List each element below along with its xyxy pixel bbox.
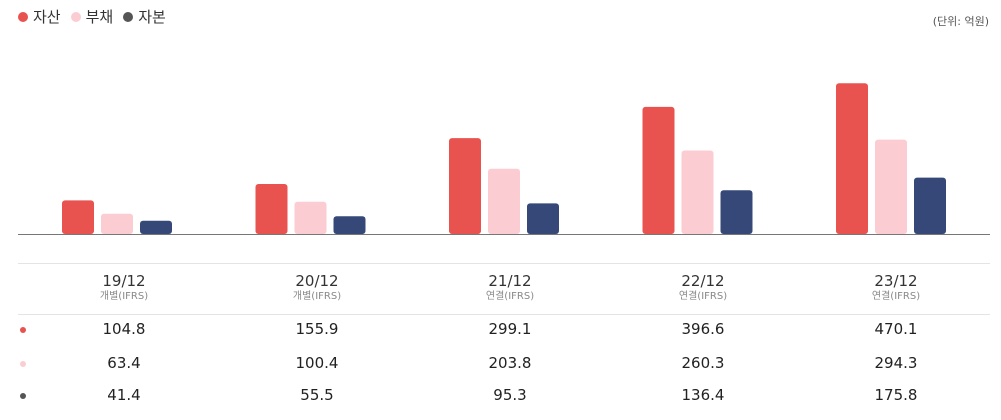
table-cell-equity: 41.4 (107, 386, 141, 404)
table-cell-assets: 155.9 (295, 320, 339, 338)
basis-label: 연결(IFRS) (485, 291, 535, 302)
table-cell-liabilities: 260.3 (681, 354, 725, 372)
period-label: 23/12 (874, 272, 918, 290)
bar-20-12-자본 (333, 216, 366, 234)
period-label: 21/12 (488, 272, 532, 290)
legend-item-equity: 자본 (123, 6, 166, 27)
period-header: 22/12 연결(IFRS) (623, 272, 783, 304)
table-cell-liabilities: 203.8 (488, 354, 532, 372)
basis-label: 개별(IFRS) (99, 291, 149, 302)
legend-label-equity: 자본 (138, 8, 166, 26)
legend-label-assets: 자산 (33, 8, 61, 26)
legend-dot-equity-icon (123, 11, 134, 22)
bar-23-12-자본 (914, 177, 946, 234)
bar-23-12-부채 (875, 139, 907, 234)
table-cell-assets: 470.1 (874, 320, 918, 338)
row-dot-equity-icon (20, 393, 26, 399)
bar-19-12-자본 (140, 220, 172, 234)
table-separator (18, 314, 990, 315)
period-header: 20/12 개별(IFRS) (237, 272, 397, 304)
bar-21-12-부채 (488, 168, 520, 234)
basis-label: 연결(IFRS) (678, 291, 728, 302)
table-cell-assets: 299.1 (488, 320, 532, 338)
table-cell-liabilities: 100.4 (295, 354, 339, 372)
legend-label-liabilities: 부채 (85, 8, 114, 26)
unit-label: (단위: 억원) (932, 15, 989, 28)
legend-dot-liabilities-icon (70, 11, 81, 22)
legend-item-assets: 자산 (18, 6, 61, 27)
bar-22-12-자본 (720, 190, 753, 234)
bar-19-12-자산 (62, 200, 94, 234)
table-cell-assets: 396.6 (681, 320, 725, 338)
period-label: 19/12 (102, 272, 146, 290)
bar-20-12-부채 (294, 201, 327, 234)
row-dot-assets-icon (20, 327, 26, 333)
period-header: 21/12 연결(IFRS) (430, 272, 590, 304)
bar-19-12-부채 (101, 213, 133, 234)
legend-item-liabilities: 부채 (70, 6, 114, 27)
bar-22-12-자산 (642, 106, 675, 234)
bar-21-12-자본 (527, 203, 559, 234)
period-label: 22/12 (681, 272, 725, 290)
period-label: 20/12 (295, 272, 339, 290)
table-cell-equity: 95.3 (493, 386, 527, 404)
bar-21-12-자산 (449, 138, 481, 234)
table-cell-liabilities: 63.4 (107, 354, 141, 372)
basis-label: 개별(IFRS) (292, 291, 342, 302)
table-separator (18, 263, 990, 264)
bar-chart (18, 83, 990, 235)
table-cell-assets: 104.8 (102, 320, 146, 338)
table-cell-equity: 175.8 (874, 386, 918, 404)
legend-dot-assets-icon (18, 11, 28, 22)
table-cell-liabilities: 294.3 (874, 354, 918, 372)
table-cell-equity: 136.4 (681, 386, 725, 404)
bar-20-12-자산 (255, 184, 288, 234)
basis-label: 연결(IFRS) (871, 291, 921, 302)
bar-22-12-부채 (681, 150, 714, 234)
period-header: 23/12 연결(IFRS) (816, 272, 976, 304)
table-cell-equity: 55.5 (300, 386, 334, 404)
bar-23-12-자산 (836, 83, 868, 234)
period-header: 19/12 개별(IFRS) (44, 272, 204, 304)
chart-legend: 자산 부채 자본 (18, 6, 166, 27)
row-dot-liabilities-icon (20, 361, 26, 367)
